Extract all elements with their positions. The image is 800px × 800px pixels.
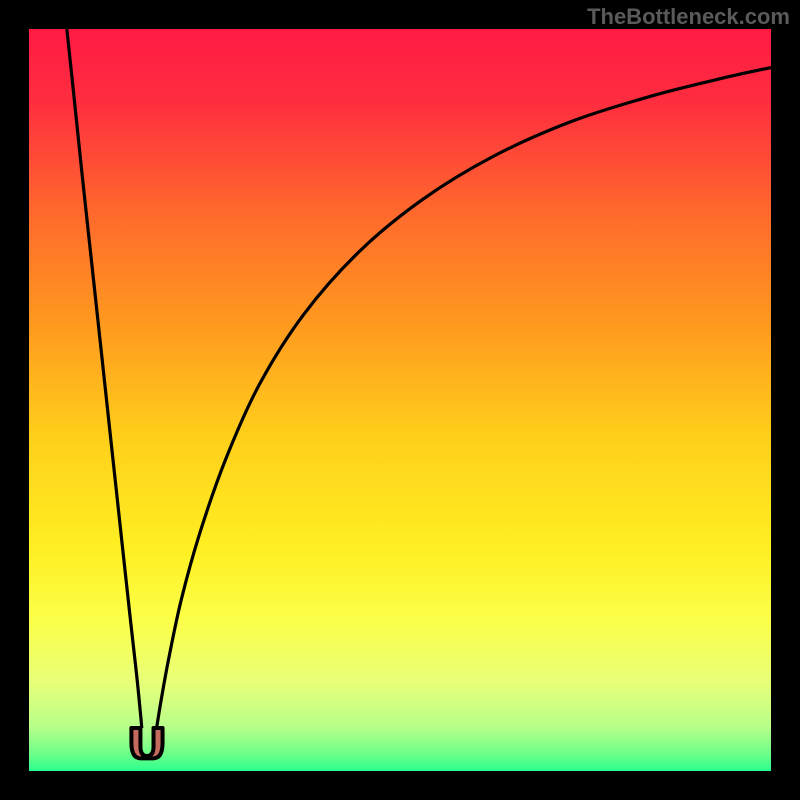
gradient-background [29, 29, 771, 771]
bottleneck-chart [0, 0, 800, 800]
